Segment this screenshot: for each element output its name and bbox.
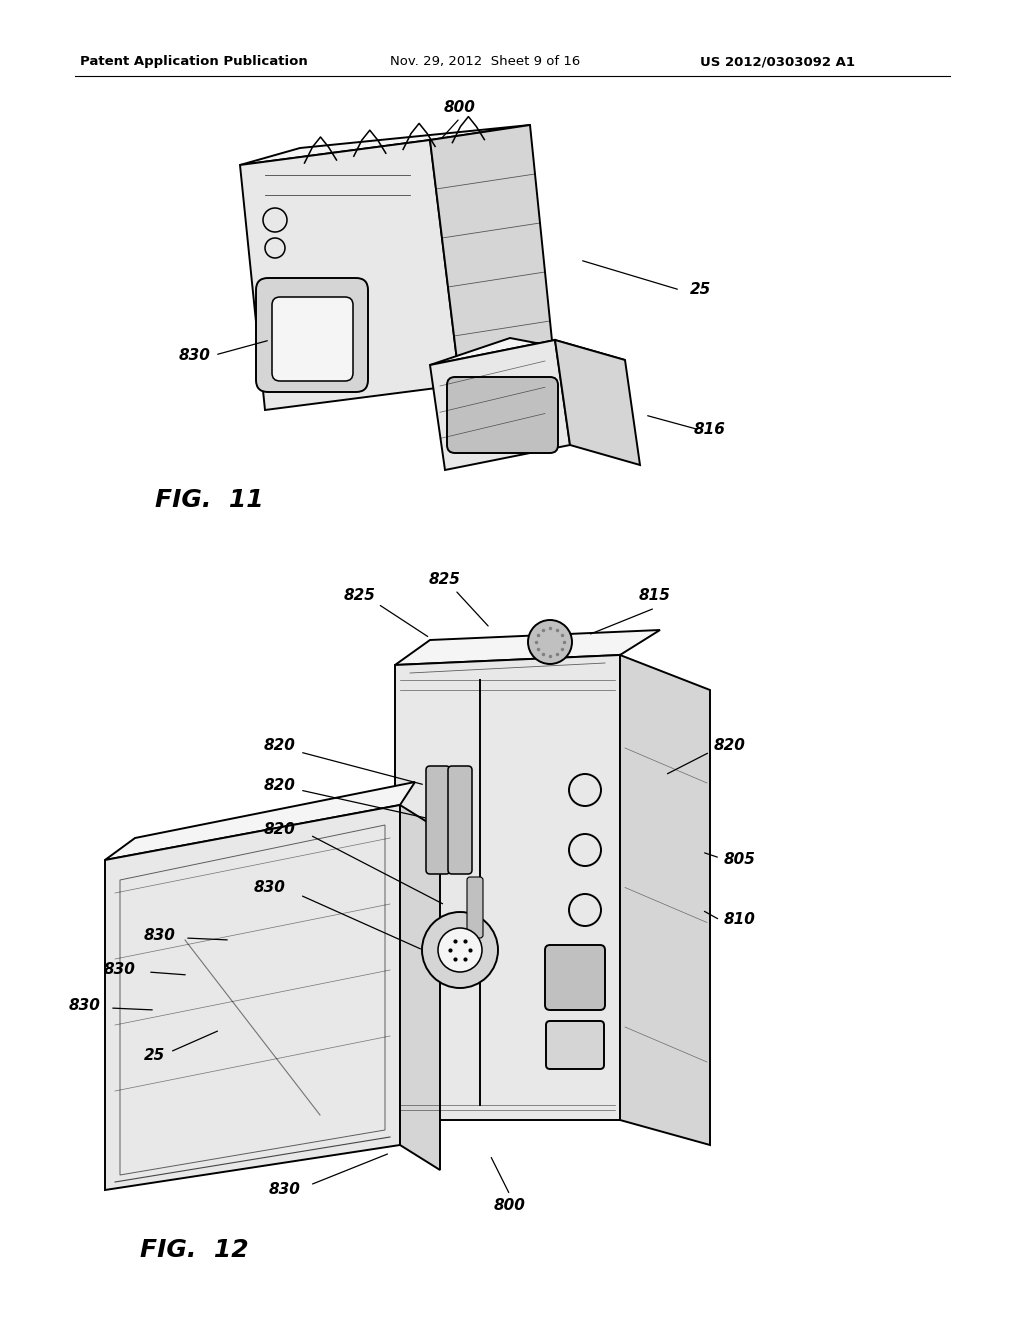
Text: Nov. 29, 2012  Sheet 9 of 16: Nov. 29, 2012 Sheet 9 of 16: [390, 55, 581, 69]
Text: 25: 25: [144, 1048, 166, 1063]
Polygon shape: [395, 630, 660, 665]
Text: 816: 816: [694, 422, 726, 437]
Text: 830: 830: [269, 1183, 301, 1197]
FancyBboxPatch shape: [272, 297, 353, 381]
Text: Patent Application Publication: Patent Application Publication: [80, 55, 308, 69]
Text: 820: 820: [714, 738, 745, 752]
Text: 830: 830: [69, 998, 101, 1012]
Text: US 2012/0303092 A1: US 2012/0303092 A1: [700, 55, 855, 69]
Polygon shape: [395, 655, 620, 1119]
Polygon shape: [240, 125, 530, 165]
Text: FIG.  11: FIG. 11: [155, 488, 263, 512]
Text: 800: 800: [444, 100, 476, 116]
Polygon shape: [430, 341, 570, 470]
Circle shape: [438, 928, 482, 972]
Text: 820: 820: [264, 777, 296, 792]
Text: 830: 830: [254, 880, 286, 895]
Polygon shape: [620, 655, 710, 1144]
FancyBboxPatch shape: [256, 279, 368, 392]
Text: 820: 820: [264, 822, 296, 837]
FancyBboxPatch shape: [467, 876, 483, 939]
Text: 820: 820: [264, 738, 296, 752]
Polygon shape: [430, 338, 625, 366]
Text: 825: 825: [429, 573, 461, 587]
Text: FIG.  12: FIG. 12: [140, 1238, 249, 1262]
Circle shape: [528, 620, 572, 664]
Text: 830: 830: [104, 962, 136, 978]
Polygon shape: [430, 125, 555, 385]
FancyBboxPatch shape: [426, 766, 450, 874]
Text: 825: 825: [344, 587, 376, 602]
FancyBboxPatch shape: [449, 766, 472, 874]
Polygon shape: [400, 805, 440, 1170]
Text: 830: 830: [179, 347, 211, 363]
FancyBboxPatch shape: [545, 945, 605, 1010]
Polygon shape: [240, 140, 460, 411]
FancyBboxPatch shape: [546, 1020, 604, 1069]
Text: 810: 810: [724, 912, 756, 928]
FancyBboxPatch shape: [447, 378, 558, 453]
Text: 805: 805: [724, 853, 756, 867]
Polygon shape: [105, 805, 400, 1191]
Polygon shape: [555, 341, 640, 465]
Text: 800: 800: [494, 1197, 526, 1213]
Polygon shape: [105, 781, 415, 861]
Text: 25: 25: [689, 282, 711, 297]
Circle shape: [422, 912, 498, 987]
Text: 830: 830: [144, 928, 176, 942]
Text: 815: 815: [639, 587, 671, 602]
